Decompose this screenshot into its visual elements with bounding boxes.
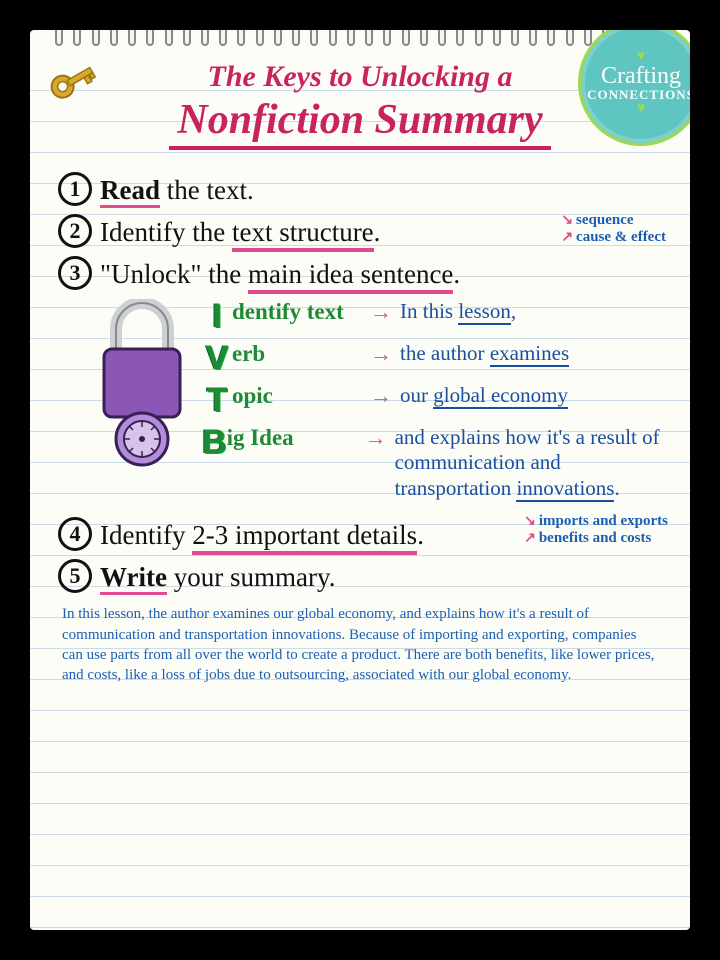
step-5: 5 Write your summary. (58, 559, 662, 595)
step-number: 4 (58, 517, 92, 551)
lock-icon (96, 299, 188, 469)
step-text: Read the text. (100, 172, 254, 208)
arrow-icon: → (365, 425, 387, 451)
step4-notes: imports and exports benefits and costs (524, 513, 668, 548)
ivtb-example: the author examines (400, 341, 569, 366)
step-number: 3 (58, 256, 92, 290)
ivtb-row: Topic → our global economy (202, 383, 662, 417)
ivtb-example: In this lesson, (400, 299, 516, 324)
step-text: Identify 2-3 important details. (100, 517, 424, 553)
step-text: "Unlock" the main idea sentence. (100, 256, 460, 292)
title-line1: The Keys to Unlocking a (58, 60, 662, 94)
arrow-icon: → (370, 299, 392, 325)
title-block: The Keys to Unlocking a Nonfiction Summa… (58, 60, 662, 150)
ivtb-letter: I (202, 299, 232, 333)
step-number: 5 (58, 559, 92, 593)
ivtb-word: ig Idea (227, 425, 357, 451)
step-number: 1 (58, 172, 92, 206)
ivtb-letter: B (202, 425, 227, 459)
ivtb-word: erb (232, 341, 362, 367)
arrow-icon: → (370, 383, 392, 409)
step-4: 4 Identify 2-3 important details. import… (58, 517, 662, 553)
step2-notes: sequence cause & effect (561, 212, 666, 247)
arrow-icon: → (370, 341, 392, 367)
ivtb-example: our global economy (400, 383, 568, 408)
step-text: Write your summary. (100, 559, 335, 595)
ivtb-letter: T (202, 383, 232, 417)
step-number: 2 (58, 214, 92, 248)
ivtb-rows: Identify text → In this lesson, Verb → the au… (202, 299, 662, 509)
summary-paragraph: In this lesson, the author examines our … (58, 604, 662, 685)
ivtb-block: Identify text → In this lesson, Verb → the au… (96, 299, 662, 509)
ivtb-row: Big Idea → and explains how it's a result … (202, 425, 662, 501)
ivtb-example: and explains how it's a result of commun… (395, 425, 662, 501)
ivtb-letter: V (202, 341, 232, 375)
step-2: 2 Identify the text structure. sequence … (58, 214, 662, 250)
step-1: 1 Read the text. (58, 172, 662, 208)
title-line2: Nonfiction Summary (169, 96, 550, 150)
step-text: Identify the text structure. (100, 214, 380, 250)
ivtb-word: opic (232, 383, 362, 409)
ivtb-row: Identify text → In this lesson, (202, 299, 662, 333)
ivtb-word: dentify text (232, 299, 362, 325)
ivtb-row: Verb → the author examines (202, 341, 662, 375)
paper-sheet: ♥ Crafting CONNECTIONS ♥ The Keys to Unl… (30, 30, 690, 930)
step-3: 3 "Unlock" the main idea sentence. (58, 256, 662, 292)
content-area: The Keys to Unlocking a Nonfiction Summa… (30, 30, 690, 695)
